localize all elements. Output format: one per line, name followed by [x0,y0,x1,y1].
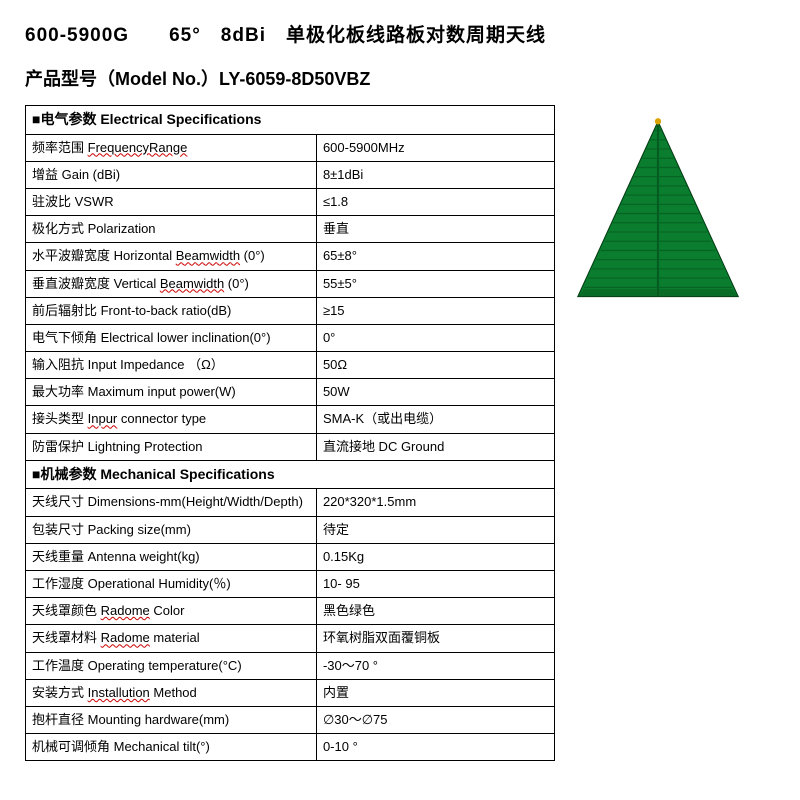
table-row: 包装尺寸 Packing size(mm)待定 [26,516,555,543]
spec-value: SMA-K（或出电缆） [316,406,554,433]
table-row: 电气下倾角 Electrical lower inclination(0°)0° [26,324,555,351]
spec-label: 工作温度 Operating temperature(°C) [26,652,317,679]
spec-label: 天线罩颜色 Radome Color [26,598,317,625]
spec-label: 垂直波瓣宽度 Vertical Beamwidth (0°) [26,270,317,297]
spec-value: 0.15Kg [316,543,554,570]
table-row: 天线罩材料 Radome material环氧树脂双面覆铜板 [26,625,555,652]
spec-label: 工作湿度 Operational Humidity(％) [26,571,317,598]
spec-value: 环氧树脂双面覆铜板 [316,625,554,652]
table-row: 防雷保护 Lightning Protection直流接地 DC Ground [26,433,555,460]
spec-table: ■电气参数 Electrical Specifications频率范围 Freq… [25,105,555,761]
spec-value: 黑色绿色 [316,598,554,625]
spec-value: -30～70 ° [316,652,554,679]
spec-value: 待定 [316,516,554,543]
spec-label: 天线重量 Antenna weight(kg) [26,543,317,570]
product-image [573,115,743,305]
spec-value: 直流接地 DC Ground [316,433,554,460]
page-title-2: 产品型号（Model No.）LY-6059-8D50VBZ [25,65,775,91]
model-prefix: 产品型号（Model No.） [25,69,219,89]
spec-label: 天线罩材料 Radome material [26,625,317,652]
spec-value: ≤1.8 [316,188,554,215]
table-row: 前后辐射比 Front-to-back ratio(dB)≥15 [26,297,555,324]
table-row: 天线罩颜色 Radome Color黑色绿色 [26,598,555,625]
spec-label: 频率范围 FrequencyRange [26,134,317,161]
section-header: ■机械参数 Mechanical Specifications [26,460,555,489]
spec-label: 抱杆直径 Mounting hardware(mm) [26,706,317,733]
spec-value: 8±1dBi [316,161,554,188]
spec-value: 600-5900MHz [316,134,554,161]
spec-label: 水平波瓣宽度 Horizontal Beamwidth (0°) [26,243,317,270]
spec-label: 前后辐射比 Front-to-back ratio(dB) [26,297,317,324]
table-row: 频率范围 FrequencyRange600-5900MHz [26,134,555,161]
spec-label: 最大功率 Maximum input power(W) [26,379,317,406]
spec-value: 50W [316,379,554,406]
spec-value: 内置 [316,679,554,706]
table-row: 天线重量 Antenna weight(kg)0.15Kg [26,543,555,570]
spec-value: 10- 95 [316,571,554,598]
table-row: 天线尺寸 Dimensions-mm(Height/Width/Depth)22… [26,489,555,516]
spec-value: ∅30～∅75 [316,706,554,733]
spec-label: 安装方式 Installution Method [26,679,317,706]
page-title-1: 600-5900G 65° 8dBi 单极化板线路板对数周期天线 [25,20,775,47]
spec-label: 驻波比 VSWR [26,188,317,215]
spec-value: 50Ω [316,352,554,379]
table-row: 驻波比 VSWR≤1.8 [26,188,555,215]
spec-label: 防雷保护 Lightning Protection [26,433,317,460]
spec-label: 机械可调倾角 Mechanical tilt(°) [26,734,317,761]
table-row: 最大功率 Maximum input power(W)50W [26,379,555,406]
spec-value: 55±5° [316,270,554,297]
spec-label: 包装尺寸 Packing size(mm) [26,516,317,543]
spec-label: 接头类型 Inpur connector type [26,406,317,433]
spec-value: 垂直 [316,216,554,243]
table-row: 工作温度 Operating temperature(°C)-30～70 ° [26,652,555,679]
table-row: 增益 Gain (dBi)8±1dBi [26,161,555,188]
table-row: 垂直波瓣宽度 Vertical Beamwidth (0°)55±5° [26,270,555,297]
table-row: 工作湿度 Operational Humidity(％)10- 95 [26,571,555,598]
table-row: 接头类型 Inpur connector typeSMA-K（或出电缆） [26,406,555,433]
spec-label: 输入阻抗 Input Impedance （Ω） [26,352,317,379]
spec-label: 极化方式 Polarization [26,216,317,243]
table-row: 极化方式 Polarization垂直 [26,216,555,243]
spec-value: 0° [316,324,554,351]
spec-label: 天线尺寸 Dimensions-mm(Height/Width/Depth) [26,489,317,516]
antenna-triangle-icon [573,115,743,305]
table-row: 机械可调倾角 Mechanical tilt(°)0-10 ° [26,734,555,761]
table-row: 水平波瓣宽度 Horizontal Beamwidth (0°)65±8° [26,243,555,270]
table-row: 安装方式 Installution Method内置 [26,679,555,706]
spec-value: 65±8° [316,243,554,270]
content-layout: ■电气参数 Electrical Specifications频率范围 Freq… [25,105,775,761]
table-row: 抱杆直径 Mounting hardware(mm)∅30～∅75 [26,706,555,733]
model-number: LY-6059-8D50VBZ [219,69,370,89]
spec-value: ≥15 [316,297,554,324]
spec-value: 0-10 ° [316,734,554,761]
spec-value: 220*320*1.5mm [316,489,554,516]
spec-label: 电气下倾角 Electrical lower inclination(0°) [26,324,317,351]
table-row: 输入阻抗 Input Impedance （Ω）50Ω [26,352,555,379]
spec-label: 增益 Gain (dBi) [26,161,317,188]
section-header: ■电气参数 Electrical Specifications [26,106,555,135]
